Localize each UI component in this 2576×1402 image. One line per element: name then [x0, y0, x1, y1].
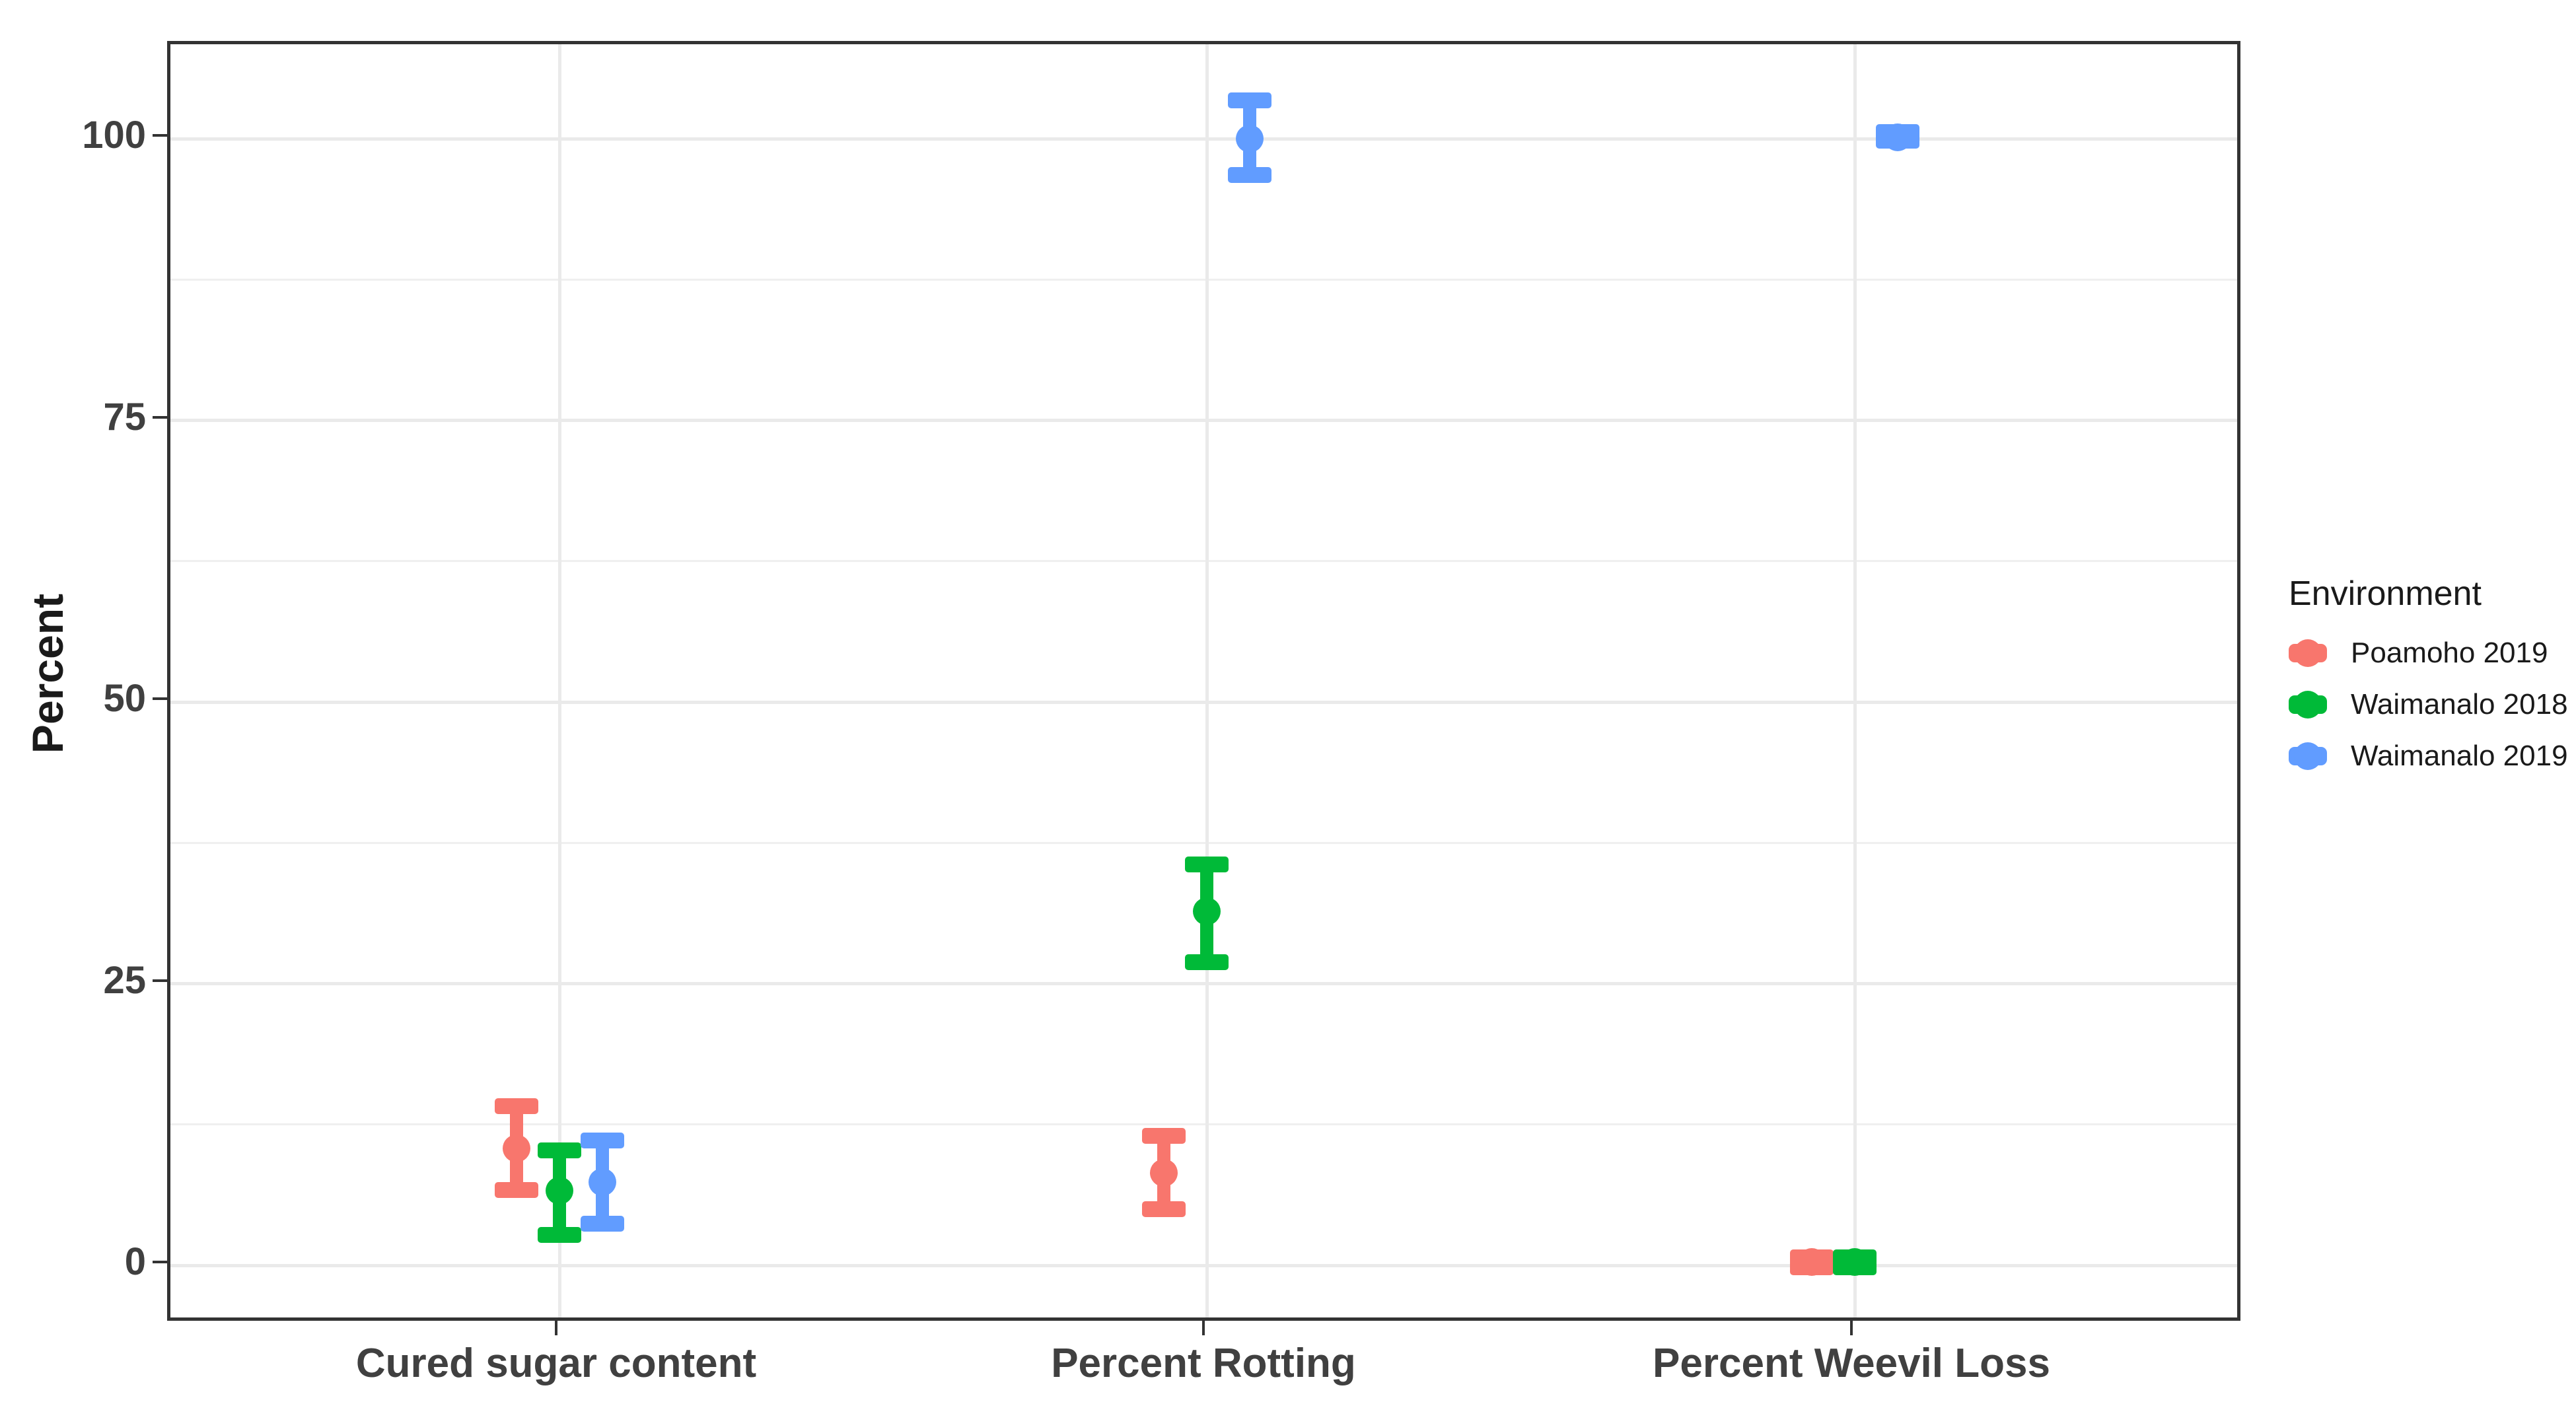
y-minor-gridline: [170, 278, 2237, 281]
legend-key-pointrange-icon: [2289, 691, 2327, 719]
legend: Environment Poamoho 2019 Waimanalo 2018 Wa…: [2289, 573, 2573, 782]
point-estimate: [1841, 1247, 1869, 1276]
errorbar-cap-top: [495, 1098, 538, 1115]
legend-key-pointrange-icon: [2289, 639, 2327, 667]
point-estimate: [1884, 123, 1912, 152]
y-major-gridline: [170, 137, 2237, 141]
y-tick-mark: [153, 1261, 167, 1263]
y-tick-mark: [153, 134, 167, 137]
legend-items: Poamoho 2019 Waimanalo 2018 Waimanalo 2019: [2289, 627, 2573, 782]
errorbar-cap-top: [1185, 856, 1229, 872]
point-estimate: [1236, 125, 1264, 153]
y-tick-mark: [153, 697, 167, 700]
point-estimate: [546, 1177, 573, 1205]
errorbar-cap-top: [1228, 92, 1271, 108]
x-tick-label-3: Percent Weevil Loss: [1653, 1341, 2050, 1386]
x-tick-label-2: Percent Rotting: [1051, 1341, 1356, 1386]
legend-key-point-icon: [2294, 691, 2322, 719]
x-major-gridline: [1853, 44, 1857, 1317]
legend-key-point-icon: [2294, 742, 2322, 770]
y-minor-gridline: [170, 841, 2237, 844]
errorbar-cap-bottom: [1185, 954, 1229, 971]
x-tick-mark: [555, 1321, 557, 1335]
errorbar-cap-bottom: [538, 1226, 581, 1243]
errorbar-cap-top: [1142, 1127, 1186, 1144]
y-tick-label: 0: [124, 1240, 146, 1283]
errorbar-cap-top: [581, 1132, 624, 1148]
y-minor-gridline: [170, 560, 2237, 563]
x-major-gridline: [557, 44, 561, 1317]
errorbar-cap-bottom: [581, 1215, 624, 1232]
legend-key-pointrange-icon: [2289, 742, 2327, 770]
y-major-gridline: [170, 700, 2237, 704]
y-tick-label: 50: [103, 677, 146, 720]
errorbar-cap-bottom: [1228, 166, 1271, 183]
legend-item-label: Poamoho 2019: [2351, 637, 2548, 669]
x-tick-label-1: Cured sugar content: [355, 1341, 757, 1386]
legend-item-poamoho-2019: Poamoho 2019: [2289, 627, 2573, 679]
x-major-gridline: [1205, 44, 1209, 1317]
legend-item-waimanalo-2019: Waimanalo 2019: [2289, 730, 2573, 782]
x-tick-mark: [1202, 1321, 1205, 1335]
y-axis-title: Percent: [23, 593, 72, 754]
y-tick-label: 25: [103, 958, 146, 1002]
errorbar-cap-top: [538, 1142, 581, 1158]
y-minor-gridline: [170, 1123, 2237, 1126]
legend-item-label: Waimanalo 2019: [2351, 740, 2568, 772]
legend-title: Environment: [2289, 575, 2482, 613]
errorbar-cap-bottom: [1142, 1201, 1186, 1217]
legend-key-point-icon: [2294, 639, 2322, 667]
y-tick-mark: [153, 415, 167, 419]
x-tick-mark: [1850, 1321, 1853, 1335]
y-major-gridline: [170, 419, 2237, 422]
point-estimate: [503, 1134, 530, 1162]
point-estimate: [1193, 897, 1221, 926]
point-estimate: [1798, 1247, 1826, 1276]
y-tick-mark: [153, 979, 167, 982]
legend-item-label: Waimanalo 2018: [2351, 688, 2568, 720]
point-estimate: [1150, 1159, 1178, 1187]
y-major-gridline: [170, 1263, 2237, 1267]
y-tick-label: 100: [82, 114, 146, 157]
legend-item-waimanalo-2018: Waimanalo 2018: [2289, 679, 2573, 730]
plot-panel: [167, 41, 2240, 1321]
errorbar-cap-bottom: [495, 1181, 538, 1198]
point-estimate: [589, 1168, 616, 1196]
y-tick-label: 75: [103, 395, 146, 438]
y-major-gridline: [170, 982, 2237, 985]
